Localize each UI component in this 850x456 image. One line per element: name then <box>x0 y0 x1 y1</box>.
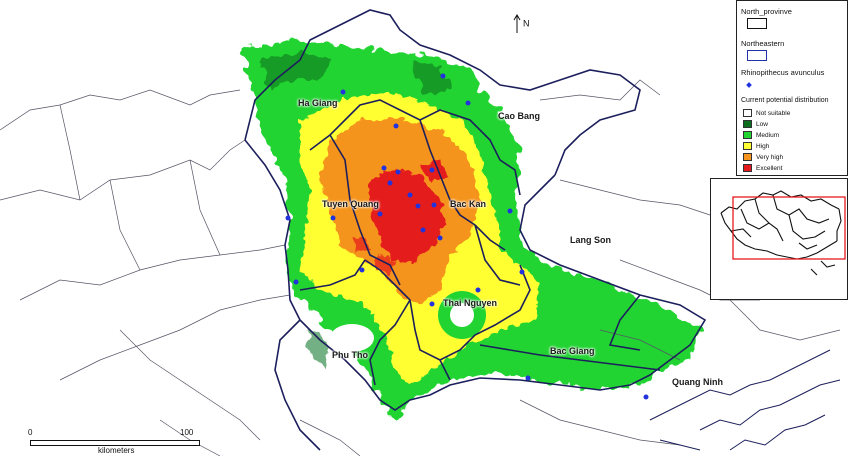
legend-north-province: North_provinve <box>741 7 792 16</box>
coastline <box>649 349 841 451</box>
legend-species: Rhinopithecus avunculus <box>741 68 825 77</box>
scale-start: 0 <box>28 428 33 437</box>
swatch-not-suitable <box>743 109 752 117</box>
swatch-very-high <box>743 153 752 161</box>
occurrence-point <box>340 89 346 95</box>
occurrence-point <box>393 123 399 129</box>
scale-bar: 0 100 kilometers <box>10 424 210 456</box>
legend-class-label: Low <box>756 120 768 128</box>
north-arrow: N <box>513 14 530 34</box>
legend-class-high: High <box>743 142 769 150</box>
inset-map-drawing <box>720 190 846 276</box>
scale-bar-graphic <box>30 440 200 446</box>
label-bac-kan: Bac Kan <box>450 199 487 209</box>
thai-nguyen-center <box>450 303 474 327</box>
occurrence-point <box>429 167 435 173</box>
label-bac-giang: Bac Giang <box>550 346 595 356</box>
occurrence-point <box>525 375 531 381</box>
legend-class-label: Very high <box>756 153 784 161</box>
occurrence-point <box>359 267 365 273</box>
phu-tho-clearing <box>330 324 374 352</box>
inset-locator-map <box>710 178 848 300</box>
north-arrow-label: N <box>523 18 530 29</box>
map-legend: North_provinve Northeastern Rhinopithecu… <box>736 0 848 176</box>
scale-unit: kilometers <box>98 446 135 455</box>
occurrence-point <box>395 169 401 175</box>
occurrence-point <box>519 269 525 275</box>
occurrence-point <box>431 202 437 208</box>
label-ha-giang: Ha Giang <box>298 98 338 108</box>
legend-north-province-swatch <box>747 18 767 29</box>
swatch-high <box>743 142 752 150</box>
occurrence-point <box>643 394 649 400</box>
legend-class-label: Medium <box>756 131 780 139</box>
occurrence-point <box>475 287 481 293</box>
legend-distribution-title: Current potential distribution <box>741 97 829 104</box>
occurrence-point <box>437 235 443 241</box>
legend-class-not-suitable: Not suitable <box>743 109 790 117</box>
legend-northeastern: Northeastern <box>741 39 785 48</box>
north-arrow-icon <box>513 14 521 33</box>
legend-class-label: Excellent <box>756 164 783 172</box>
legend-class-label: Not suitable <box>756 109 791 117</box>
occurrence-point <box>377 211 383 217</box>
legend-class-medium: Medium <box>743 131 779 139</box>
occurrence-point <box>429 301 435 307</box>
occurrence-point <box>507 208 513 214</box>
occurrence-point <box>387 180 393 186</box>
label-thai-nguyen: Thai Nguyen <box>443 298 498 308</box>
label-quang-ninh: Quang Ninh <box>672 377 723 387</box>
district-boundaries <box>0 79 841 456</box>
legend-species-point <box>746 82 752 88</box>
zone-low-speckle <box>260 52 450 365</box>
label-lang-son: Lang Son <box>570 235 611 245</box>
swatch-low <box>743 120 752 128</box>
swatch-medium <box>743 131 752 139</box>
scale-end: 100 <box>180 428 194 437</box>
swatch-excellent <box>743 164 752 172</box>
occurrence-point <box>415 203 421 209</box>
legend-class-very-high: Very high <box>743 153 783 161</box>
zone-excellent-patch <box>352 236 395 275</box>
occurrence-point <box>293 279 299 285</box>
legend-class-excellent: Excellent <box>743 164 782 172</box>
label-phu-tho: Phu Tho <box>332 350 368 360</box>
legend-class-low: Low <box>743 120 768 128</box>
occurrence-point <box>465 100 471 106</box>
occurrence-point <box>420 227 426 233</box>
label-cao-bang: Cao Bang <box>498 111 541 121</box>
occurrence-point <box>330 215 336 221</box>
legend-class-label: High <box>756 142 770 150</box>
occurrence-point <box>407 192 413 198</box>
legend-northeastern-swatch <box>747 50 767 61</box>
northeastern-boundaries <box>244 9 707 451</box>
inset-extent-box <box>732 196 846 260</box>
occurrence-points <box>285 73 649 400</box>
occurrence-point <box>381 165 387 171</box>
label-tuyen-quang: Tuyen Quang <box>322 199 379 209</box>
occurrence-point <box>440 73 446 79</box>
occurrence-point <box>285 215 291 221</box>
zone-excellent <box>370 160 448 262</box>
